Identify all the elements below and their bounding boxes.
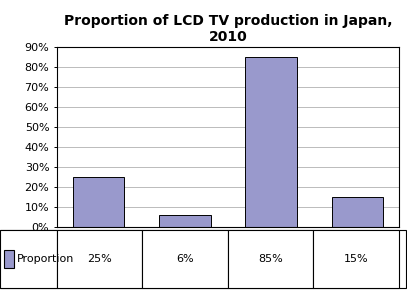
Bar — [228, 230, 313, 288]
Bar — [142, 230, 228, 288]
Text: 6%: 6% — [176, 254, 194, 264]
Bar — [159, 215, 211, 227]
Bar — [332, 197, 383, 227]
Bar — [0, 230, 57, 288]
Bar — [57, 230, 142, 288]
Bar — [313, 230, 399, 288]
Title: Proportion of LCD TV production in Japan,
2010: Proportion of LCD TV production in Japan… — [63, 14, 392, 44]
Text: 15%: 15% — [344, 254, 368, 264]
Text: 85%: 85% — [258, 254, 283, 264]
Bar — [4, 250, 14, 268]
Text: 25%: 25% — [88, 254, 112, 264]
Bar — [245, 56, 297, 227]
Text: Proportion: Proportion — [17, 254, 74, 264]
Bar — [72, 177, 124, 227]
